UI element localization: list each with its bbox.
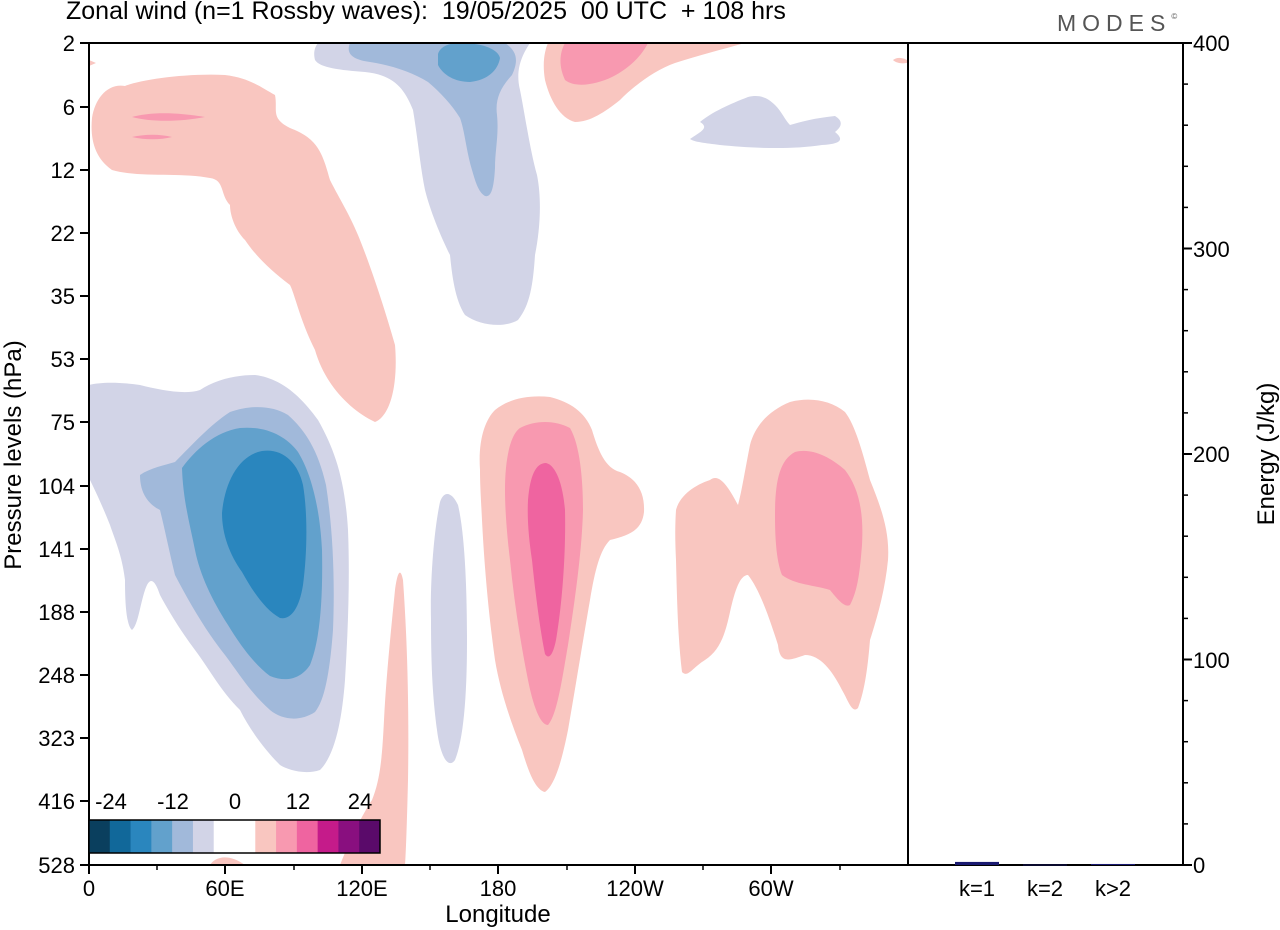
y-axis-title: Pressure levels (hPa) (0, 340, 27, 569)
colorbar-segment (296, 820, 319, 853)
energy-tick-label: 100 (1193, 648, 1230, 673)
energy-category-label: k>2 (1095, 876, 1131, 901)
contour-fills (89, 43, 908, 865)
y-tick-label: 248 (38, 663, 75, 688)
energy-category-label: k=2 (1027, 876, 1063, 901)
contour-positive-5 (210, 857, 245, 865)
colorbar (89, 820, 381, 853)
colorbar-segment (151, 820, 173, 853)
contour-positive-10 (560, 43, 648, 85)
contour-positive-5 (893, 57, 908, 64)
y-axis: 2 6 12 22 35 53 75 104 141 188 248 323 4… (38, 31, 89, 878)
contour-positive-5 (91, 74, 396, 423)
colorbar-segment (213, 820, 235, 853)
energy-bar (955, 861, 999, 865)
brand-mark: © (1171, 12, 1178, 21)
y-tick-label: 416 (38, 789, 75, 814)
chart-title: Zonal wind (n=1 Rossby waves): 19/05/202… (66, 0, 786, 25)
y-tick-label: 53 (51, 347, 75, 372)
colorbar-label: 12 (286, 789, 310, 814)
contour-positive-5 (89, 60, 96, 66)
x-tick-label: 120E (336, 876, 387, 901)
colorbar-label: 0 (229, 789, 241, 814)
x-tick-label: 60W (748, 876, 793, 901)
colorbar-segment (89, 820, 111, 853)
y-tick-label: 6 (63, 95, 75, 120)
colorbar-label: -12 (157, 789, 189, 814)
y-tick-label: 104 (38, 474, 75, 499)
x-axis-title: Longitude (445, 901, 550, 928)
contour-positive-10 (775, 450, 863, 606)
contour-negative-5 (430, 494, 467, 764)
contour-negative-15 (438, 43, 500, 82)
colorbar-label: -24 (95, 789, 127, 814)
contour-positive-5 (340, 572, 409, 865)
brand-logo: MODES© (1057, 10, 1177, 37)
energy-tick-label: 200 (1193, 442, 1230, 467)
colorbar-segment (234, 820, 256, 853)
x-tick-label: 180 (480, 876, 517, 901)
colorbar-segment (338, 820, 360, 853)
y-tick-label: 323 (38, 726, 75, 751)
x-tick-label: 120W (606, 876, 664, 901)
energy-axis-title: Energy (J/kg) (1253, 383, 1280, 526)
energy-category-label: k=1 (959, 876, 995, 901)
y-tick-label: 12 (51, 158, 75, 183)
colorbar-segment (276, 820, 298, 853)
contour-negative-20 (222, 450, 307, 619)
y-tick-label: 528 (38, 853, 75, 878)
colorbar-segment (359, 820, 381, 853)
x-axis: 0 60E 120E 180 120W 60W (83, 865, 841, 901)
y-tick-label: 2 (63, 31, 75, 56)
contour-positive-10 (132, 113, 205, 121)
contour-positive-10 (132, 134, 172, 140)
contour-positive-15 (527, 463, 566, 657)
colorbar-segment (317, 820, 339, 853)
colorbar-segment (130, 820, 152, 853)
y-tick-label: 75 (51, 410, 75, 435)
energy-tick-label: 0 (1193, 853, 1205, 878)
colorbar-label: 24 (348, 789, 372, 814)
energy-tick-label: 400 (1193, 31, 1230, 56)
colorbar-segment (172, 820, 194, 853)
energy-bar (1091, 863, 1135, 865)
x-tick-label: 0 (83, 876, 95, 901)
y-tick-label: 22 (51, 221, 75, 246)
colorbar-segment (109, 820, 132, 853)
x-tick-label: 60E (205, 876, 244, 901)
colorbar-segment (192, 820, 215, 853)
energy-y-axis-ticks (1183, 42, 1192, 866)
y-tick-label: 35 (51, 284, 75, 309)
colorbar-segment (255, 820, 277, 853)
contour-negative-5 (690, 95, 841, 149)
brand-text: MODES (1057, 10, 1172, 36)
y-tick-label: 188 (38, 600, 75, 625)
energy-bar (1023, 864, 1067, 866)
y-tick-label: 141 (38, 537, 75, 562)
energy-bars (955, 861, 1135, 866)
energy-tick-label: 300 (1193, 237, 1230, 262)
colorbar-frame (88, 819, 381, 854)
